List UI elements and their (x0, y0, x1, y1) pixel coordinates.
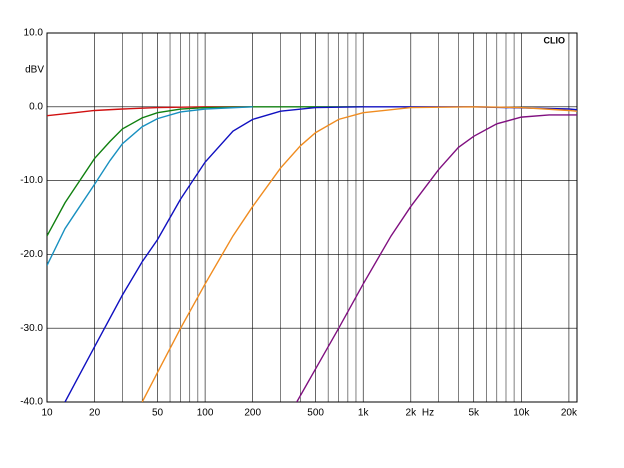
y-tick-label: -20.0 (20, 249, 43, 260)
x-tick-label: 100 (197, 408, 214, 419)
x-tick-label: 20k (561, 408, 578, 419)
x-tick-label: 2k (406, 408, 418, 419)
logo: CLIO (544, 35, 566, 45)
curve (47, 106, 253, 266)
x-tick-label: 50 (152, 408, 164, 419)
curve (141, 106, 577, 402)
curve (47, 106, 364, 237)
x-tick-label: 200 (244, 408, 261, 419)
y-tick-label: 0.0 (29, 101, 43, 112)
y-tick-label: -40.0 (20, 397, 43, 408)
x-tick-label: 10 (41, 408, 53, 419)
curves (47, 106, 577, 402)
y-tick-label: -10.0 (20, 175, 43, 186)
y-tick-label: -30.0 (20, 323, 43, 334)
x-unit: Hz (422, 408, 434, 419)
x-tick-label: 1k (358, 408, 370, 419)
y-tick-label: 10.0 (24, 28, 44, 39)
curve (296, 114, 577, 402)
x-tick-label: 20 (89, 408, 101, 419)
curve (47, 106, 253, 117)
y-unit: dBV (25, 65, 44, 76)
x-tick-label: 500 (307, 408, 324, 419)
x-tick-label: 5k (468, 408, 480, 419)
plot-frame (46, 32, 578, 403)
x-tick-label: 10k (513, 408, 530, 419)
